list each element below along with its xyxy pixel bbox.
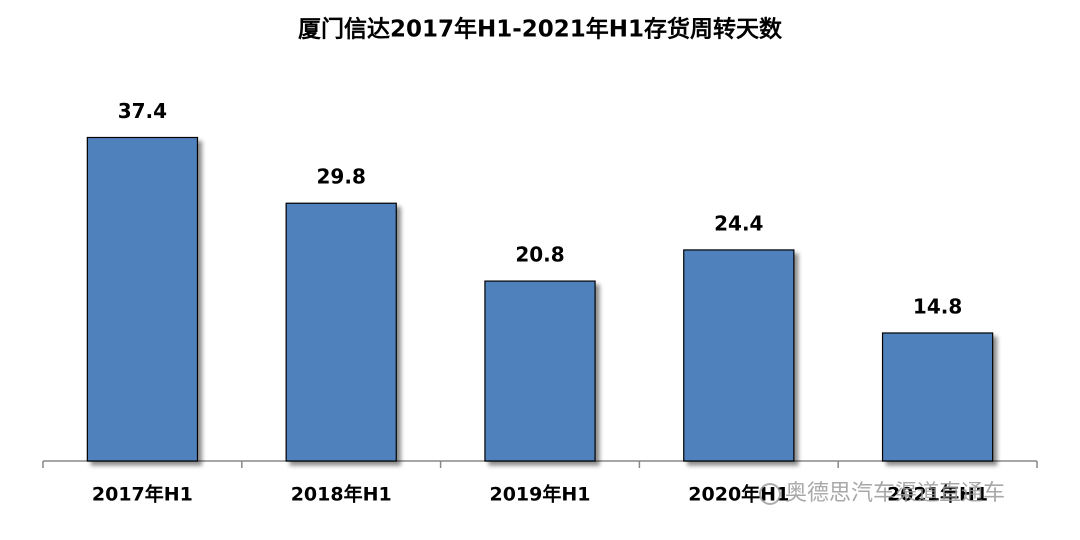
x-tick-label: 2021年H1 bbox=[887, 483, 988, 506]
x-tick-label: 2017年H1 bbox=[92, 483, 193, 506]
chart-title: 厦门信达2017年H1-2021年H1存货周转天数 bbox=[298, 16, 783, 43]
watermark: 奥德思汽车渠道直通车 bbox=[785, 481, 1005, 506]
watermark-icon bbox=[759, 483, 781, 505]
value-label: 29.8 bbox=[317, 165, 366, 189]
value-label: 24.4 bbox=[714, 211, 763, 235]
x-tick-label: 2018年H1 bbox=[291, 483, 392, 506]
bar bbox=[683, 249, 795, 462]
x-tick-label: 2020年H1 bbox=[688, 483, 789, 506]
value-label: 37.4 bbox=[118, 99, 167, 123]
value-label: 20.8 bbox=[515, 243, 564, 267]
value-label: 14.8 bbox=[913, 294, 962, 318]
bar bbox=[285, 202, 397, 462]
bar bbox=[86, 136, 199, 462]
x-tick-label: 2019年H1 bbox=[489, 483, 590, 506]
bar bbox=[881, 332, 994, 462]
bar bbox=[484, 280, 596, 462]
